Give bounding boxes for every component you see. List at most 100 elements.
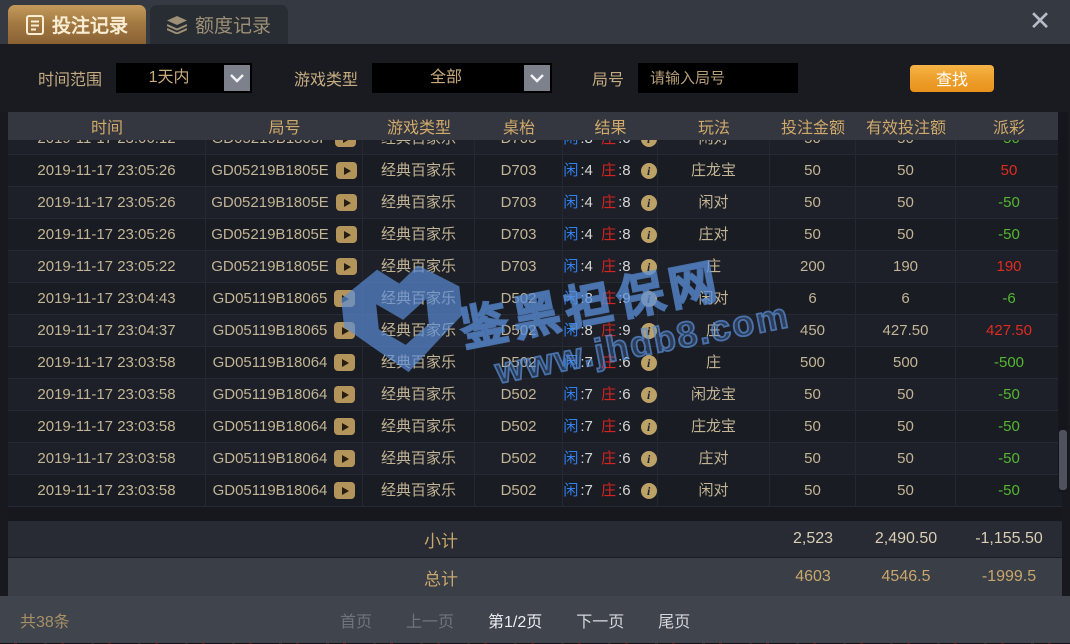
info-icon[interactable]: i: [640, 226, 657, 243]
cell-play-type: 闲龙宝: [658, 378, 770, 411]
info-icon[interactable]: i: [640, 322, 657, 339]
cell-game-type: 经典百家乐: [363, 218, 475, 251]
round-id: GD05119B18064: [212, 481, 328, 499]
player-label: 闲: [563, 385, 579, 403]
scrollbar-thumb[interactable]: [1059, 430, 1067, 490]
records-table: 时间 局号 游戏类型 桌枱 结果 玩法 投注金额 有效投注额 派彩 2019-11-17 23:…: [8, 112, 1068, 596]
table-header: 时间 局号 游戏类型 桌枱 结果 玩法 投注金额 有效投注额 派彩: [8, 112, 1062, 140]
info-icon[interactable]: i: [640, 258, 657, 275]
cell-game-type: 经典百家乐: [363, 442, 475, 475]
vertical-scrollbar[interactable]: [1058, 112, 1068, 492]
play-video-icon[interactable]: [335, 162, 357, 179]
game-type-select[interactable]: 全部: [372, 63, 553, 93]
play-video-icon[interactable]: [335, 258, 357, 275]
cell-valid-bet: 50: [856, 410, 956, 443]
cell-payout: -50: [998, 449, 1020, 467]
cell-valid-bet: 50: [856, 186, 956, 219]
play-video-icon[interactable]: [335, 140, 357, 147]
tab-betting-records[interactable]: 投注记录: [8, 5, 146, 44]
page-button[interactable]: 尾页: [658, 613, 691, 631]
cell-valid-bet: 190: [856, 250, 956, 283]
cell-bet-amount: 6: [770, 282, 856, 315]
info-icon[interactable]: i: [640, 140, 657, 147]
banker-score: :8: [618, 161, 631, 179]
play-video-icon[interactable]: [334, 450, 356, 467]
cell-round-id: GD05119B18064: [206, 474, 363, 507]
cell-round-id: GD05219B1805E: [206, 186, 363, 219]
player-score: :8: [580, 140, 593, 155]
cell-play-type: 庄龙宝: [658, 410, 770, 443]
info-icon[interactable]: i: [640, 162, 657, 179]
info-icon[interactable]: i: [640, 290, 657, 307]
banker-score: :6: [618, 449, 631, 467]
cell-payout: 50: [1000, 161, 1018, 179]
cell-result: 闲:4 庄:8 i: [563, 250, 658, 283]
round-number-label: 局号: [592, 72, 625, 89]
play-video-icon[interactable]: [334, 386, 356, 403]
cell-time: 2019-11-17 23:05:26: [8, 154, 206, 187]
player-score: :7: [580, 385, 593, 403]
cell-valid-bet: 50: [856, 474, 956, 507]
cell-play-type: 闲对: [658, 186, 770, 219]
cell-valid-bet: 50: [856, 218, 956, 251]
cell-round-id: GD05119B18065: [206, 282, 363, 315]
info-icon[interactable]: i: [640, 386, 657, 403]
tab-bar: 投注记录 额度记录: [8, 5, 288, 44]
banker-score: :8: [618, 193, 631, 211]
banker-label: 庄: [601, 257, 617, 275]
banker-label: 庄: [601, 321, 617, 339]
cell-desk: D502: [475, 410, 563, 443]
column-header: 派彩: [992, 120, 1025, 137]
table-row: 2019-11-17 23:03:58 GD05119B18064 经典百家乐 D50…: [8, 410, 1062, 443]
table-row: 2019-11-17 23:03:58 GD05119B18064 经典百家乐 D50…: [8, 378, 1062, 411]
round-id: GD05219B1805E: [211, 225, 329, 243]
player-label: 闲: [563, 140, 578, 155]
search-button[interactable]: 查找: [910, 64, 995, 92]
play-video-icon[interactable]: [334, 482, 356, 499]
info-icon[interactable]: i: [640, 354, 657, 371]
close-icon[interactable]: ✕: [1028, 6, 1052, 36]
banker-label: 庄: [601, 385, 617, 403]
cell-desk: D502: [475, 282, 563, 315]
info-icon[interactable]: i: [640, 482, 657, 499]
cell-result: 闲:7 庄:6 i: [563, 378, 658, 411]
cell-payout: -50: [998, 481, 1020, 499]
cell-valid-bet: 50: [856, 378, 956, 411]
play-video-icon[interactable]: [335, 194, 357, 211]
time-range-select[interactable]: 1天内: [116, 63, 253, 93]
cell-result: 闲:4 庄:8 i: [563, 154, 658, 187]
round-number-input[interactable]: [638, 63, 799, 93]
round-id: GD05119B18064: [212, 417, 328, 435]
round-id: GD05219B1805E: [211, 161, 329, 179]
pagination-bar: 共38条 首页 上一页 第1/2页 下一页 尾页: [0, 596, 1070, 643]
play-video-icon[interactable]: [334, 322, 356, 339]
info-icon[interactable]: i: [640, 450, 657, 467]
page-button[interactable]: 下一页: [576, 613, 625, 631]
cell-round-id: GD05119B18064: [206, 378, 363, 411]
cell-result: 闲:7 庄:6 i: [563, 474, 658, 507]
chevron-down-icon[interactable]: [524, 65, 551, 91]
column-header: 结果: [594, 120, 627, 137]
cell-desk: D703: [475, 250, 563, 283]
total-valid: 4546.5: [881, 568, 931, 585]
info-icon[interactable]: i: [640, 418, 657, 435]
round-id: GD05219B1805E: [211, 257, 329, 275]
play-video-icon[interactable]: [335, 226, 357, 243]
filter-bar: 时间范围 1天内 游戏类型 全部 局号 查找: [0, 44, 1070, 112]
pager: 首页 上一页 第1/2页 下一页 尾页: [340, 608, 690, 632]
info-icon[interactable]: i: [640, 194, 657, 211]
player-label: 闲: [563, 353, 579, 371]
play-video-icon[interactable]: [334, 418, 356, 435]
page-button[interactable]: 第1/2页: [488, 613, 543, 631]
tab-quota-records[interactable]: 额度记录: [150, 5, 288, 44]
play-video-icon[interactable]: [334, 354, 356, 371]
document-icon: [25, 14, 44, 35]
play-video-icon[interactable]: [334, 290, 356, 307]
chevron-down-icon[interactable]: [224, 65, 251, 91]
cell-time: 2019-11-17 23:05:26: [8, 218, 206, 251]
spacer: [595, 475, 599, 507]
spacer: [595, 443, 599, 475]
cell-bet-amount: 200: [770, 250, 856, 283]
cell-play-type: 庄龙宝: [658, 154, 770, 187]
cell-desk: D502: [475, 474, 563, 507]
